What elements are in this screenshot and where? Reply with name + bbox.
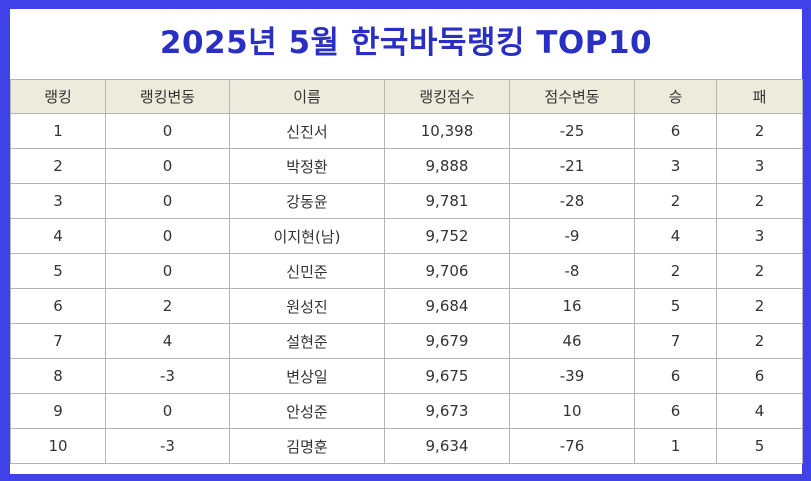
cell-wins: 1 xyxy=(634,428,717,464)
table-row: 4 0 이지현(남) 9,752 -9 4 3 xyxy=(10,218,803,254)
cell-rank-change: 0 xyxy=(105,393,230,429)
cell-score-change: -76 xyxy=(509,428,635,464)
cell-rank-score: 9,679 xyxy=(384,323,510,359)
cell-losses: 2 xyxy=(716,183,803,219)
header-losses: 패 xyxy=(716,79,803,114)
cell-losses: 2 xyxy=(716,323,803,359)
cell-name: 이지현(남) xyxy=(229,218,385,254)
cell-rank-change: 0 xyxy=(105,253,230,289)
cell-losses: 2 xyxy=(716,288,803,324)
cell-score-change: -21 xyxy=(509,148,635,184)
cell-losses: 4 xyxy=(716,393,803,429)
cell-name: 신민준 xyxy=(229,253,385,289)
table-row: 8 -3 변상일 9,675 -39 6 6 xyxy=(10,358,803,394)
cell-rank-change: 2 xyxy=(105,288,230,324)
cell-name: 변상일 xyxy=(229,358,385,394)
cell-rank: 8 xyxy=(10,358,106,394)
page-title: 2025년 5월 한국바둑랭킹 TOP10 xyxy=(159,25,653,61)
table-row: 1 0 신진서 10,398 -25 6 2 xyxy=(10,113,803,149)
table-row: 3 0 강동윤 9,781 -28 2 2 xyxy=(10,183,803,219)
cell-rank: 2 xyxy=(10,148,106,184)
cell-rank-score: 9,888 xyxy=(384,148,510,184)
cell-wins: 6 xyxy=(634,393,717,429)
cell-rank: 3 xyxy=(10,183,106,219)
cell-score-change: 16 xyxy=(509,288,635,324)
cell-wins: 6 xyxy=(634,358,717,394)
header-rank-score: 랭킹점수 xyxy=(384,79,510,114)
cell-name: 박정환 xyxy=(229,148,385,184)
cell-name: 김명훈 xyxy=(229,428,385,464)
cell-losses: 3 xyxy=(716,218,803,254)
cell-score-change: 46 xyxy=(509,323,635,359)
cell-rank-change: 0 xyxy=(105,113,230,149)
cell-losses: 5 xyxy=(716,428,803,464)
header-wins: 승 xyxy=(634,79,717,114)
cell-score-change: -25 xyxy=(509,113,635,149)
cell-rank: 7 xyxy=(10,323,106,359)
table-row: 7 4 설현준 9,679 46 7 2 xyxy=(10,323,803,359)
table-row: 5 0 신민준 9,706 -8 2 2 xyxy=(10,253,803,289)
cell-rank: 10 xyxy=(10,428,106,464)
cell-rank: 5 xyxy=(10,253,106,289)
cell-wins: 5 xyxy=(634,288,717,324)
cell-wins: 2 xyxy=(634,183,717,219)
cell-losses: 3 xyxy=(716,148,803,184)
header-rank: 랭킹 xyxy=(10,79,106,114)
cell-rank-score: 9,675 xyxy=(384,358,510,394)
cell-name: 원성진 xyxy=(229,288,385,324)
cell-wins: 2 xyxy=(634,253,717,289)
cell-name: 안성준 xyxy=(229,393,385,429)
cell-wins: 4 xyxy=(634,218,717,254)
cell-rank-change: 0 xyxy=(105,183,230,219)
cell-rank-change: 0 xyxy=(105,218,230,254)
table-row: 9 0 안성준 9,673 10 6 4 xyxy=(10,393,803,429)
ranking-panel: 2025년 5월 한국바둑랭킹 TOP10 랭킹 랭킹변동 이름 랭킹점수 점수… xyxy=(10,9,803,474)
cell-wins: 6 xyxy=(634,113,717,149)
cell-name: 강동윤 xyxy=(229,183,385,219)
cell-rank-score: 9,706 xyxy=(384,253,510,289)
cell-rank-score: 9,684 xyxy=(384,288,510,324)
cell-losses: 2 xyxy=(716,253,803,289)
header-name: 이름 xyxy=(229,79,385,114)
cell-rank-score: 9,673 xyxy=(384,393,510,429)
cell-losses: 6 xyxy=(716,358,803,394)
table-row: 10 -3 김명훈 9,634 -76 1 5 xyxy=(10,428,803,464)
cell-score-change: -8 xyxy=(509,253,635,289)
table-header-row: 랭킹 랭킹변동 이름 랭킹점수 점수변동 승 패 xyxy=(10,79,803,114)
cell-rank: 9 xyxy=(10,393,106,429)
cell-rank-score: 9,634 xyxy=(384,428,510,464)
cell-rank: 6 xyxy=(10,288,106,324)
cell-wins: 7 xyxy=(634,323,717,359)
cell-rank: 1 xyxy=(10,113,106,149)
cell-rank-score: 9,752 xyxy=(384,218,510,254)
header-rank-change: 랭킹변동 xyxy=(105,79,230,114)
cell-rank: 4 xyxy=(10,218,106,254)
table-row: 6 2 원성진 9,684 16 5 2 xyxy=(10,288,803,324)
cell-score-change: -9 xyxy=(509,218,635,254)
cell-rank-change: -3 xyxy=(105,358,230,394)
cell-rank-change: 0 xyxy=(105,148,230,184)
cell-wins: 3 xyxy=(634,148,717,184)
cell-name: 신진서 xyxy=(229,113,385,149)
cell-score-change: 10 xyxy=(509,393,635,429)
cell-score-change: -28 xyxy=(509,183,635,219)
cell-rank-score: 10,398 xyxy=(384,113,510,149)
cell-name: 설현준 xyxy=(229,323,385,359)
cell-rank-change: 4 xyxy=(105,323,230,359)
header-score-change: 점수변동 xyxy=(509,79,635,114)
ranking-table: 랭킹 랭킹변동 이름 랭킹점수 점수변동 승 패 1 0 신진서 10,398 … xyxy=(10,79,803,464)
cell-score-change: -39 xyxy=(509,358,635,394)
cell-rank-score: 9,781 xyxy=(384,183,510,219)
cell-rank-change: -3 xyxy=(105,428,230,464)
cell-losses: 2 xyxy=(716,113,803,149)
table-row: 2 0 박정환 9,888 -21 3 3 xyxy=(10,148,803,184)
